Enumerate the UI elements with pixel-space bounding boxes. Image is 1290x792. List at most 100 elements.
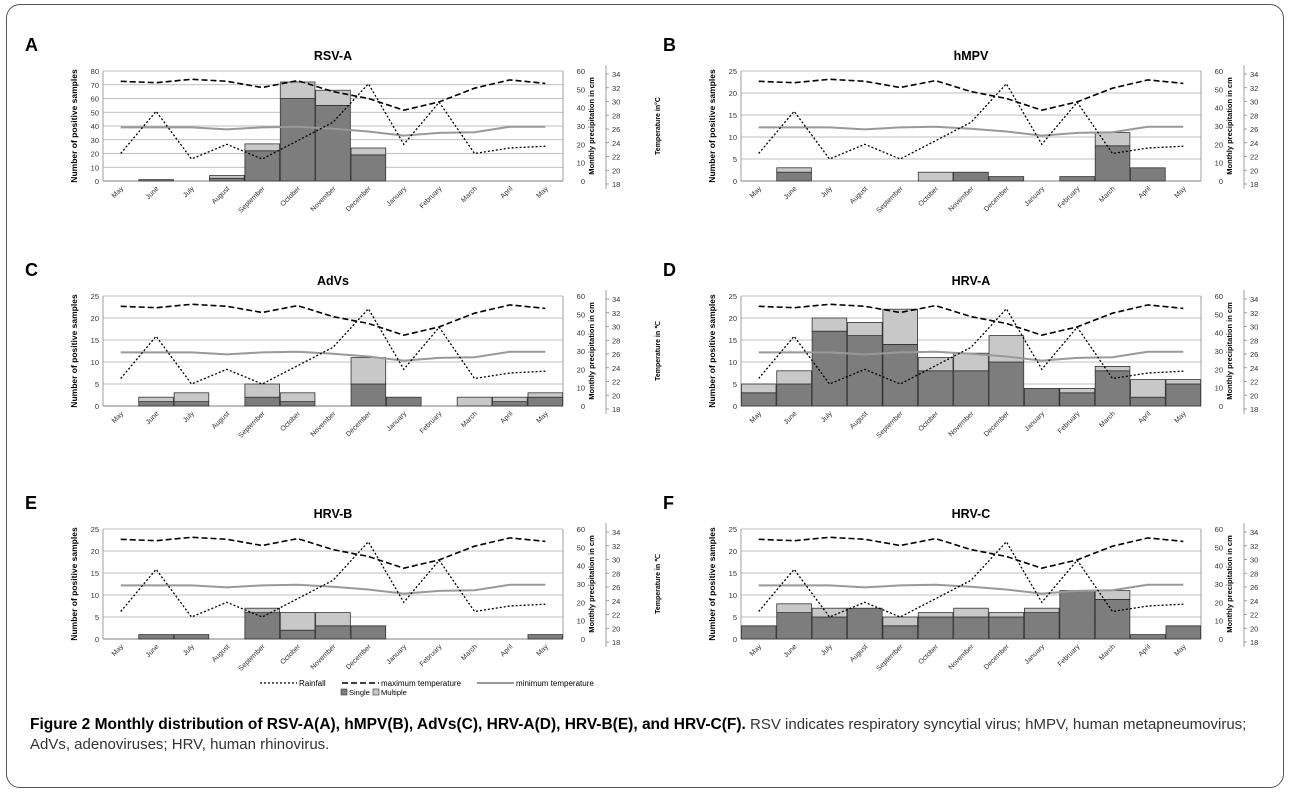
x-tick-label: June xyxy=(783,643,799,659)
y-tick-label: 60 xyxy=(91,95,99,104)
bar-single xyxy=(244,150,280,182)
x-tick-label: May xyxy=(1173,410,1188,425)
x-tick-label: June xyxy=(145,185,161,201)
y3-tick-label: 20 xyxy=(612,624,620,633)
bar-multiple xyxy=(917,171,954,182)
y2-tick-label: 20 xyxy=(577,365,585,374)
y3-tick-label: 22 xyxy=(612,153,620,162)
y3-tick-label: 30 xyxy=(1250,556,1258,565)
min-temp-line xyxy=(120,583,546,595)
y3-axis-label: Temperature in°C xyxy=(654,97,662,155)
x-tick-label: September xyxy=(237,185,267,215)
x-tick-label: May xyxy=(111,643,126,658)
bar-multiple xyxy=(456,396,493,407)
y2-tick-label: 30 xyxy=(577,580,585,589)
y2-tick-label: 40 xyxy=(577,329,585,338)
y-tick-label: 70 xyxy=(91,81,99,90)
y2-tick-label: 50 xyxy=(577,85,585,94)
y2-tick-label: 10 xyxy=(1215,617,1223,626)
x-tick-label: July xyxy=(820,643,834,657)
y3-tick-label: 20 xyxy=(612,391,620,400)
bar-single xyxy=(173,401,210,407)
x-tick-label: November xyxy=(948,643,976,671)
panel-f: F HRV-C 0 5 10 15 20 25 Number of positive sampl… xyxy=(663,493,1258,673)
bar-multiple xyxy=(1094,590,1131,600)
y3-tick-label: 28 xyxy=(1250,569,1258,578)
y-tick-label: 15 xyxy=(729,111,737,120)
chart-title: AdVs xyxy=(317,274,349,288)
y-tick-label: 15 xyxy=(729,569,737,578)
x-tick-label: November xyxy=(310,410,338,438)
y3-tick-label: 30 xyxy=(612,556,620,565)
bar-single xyxy=(740,392,777,407)
bar-multiple xyxy=(776,370,812,385)
y3-tick-label: 34 xyxy=(612,70,620,79)
y-tick-label: 20 xyxy=(729,89,737,98)
y3-tick-label: 22 xyxy=(1250,611,1258,620)
y-tick-label: 5 xyxy=(95,613,99,622)
y3-tick-label: 26 xyxy=(1250,125,1258,134)
bar-single xyxy=(847,607,883,640)
y2-tick-label: 20 xyxy=(577,598,585,607)
y2-tick-label: 10 xyxy=(577,159,585,168)
bar-single xyxy=(953,171,989,182)
y-tick-label: 10 xyxy=(91,591,99,600)
x-tick-label: July xyxy=(182,410,196,424)
legend-max-temp-label: maximum temperature xyxy=(381,679,462,688)
bar-single xyxy=(776,383,812,407)
bar-single xyxy=(988,361,1025,407)
min-temp-line xyxy=(758,125,1184,137)
bar-multiple xyxy=(1094,132,1131,147)
y3-tick-label: 24 xyxy=(612,597,620,606)
x-tick-label: May xyxy=(749,410,764,425)
bar-single xyxy=(1165,383,1202,407)
bar-multiple xyxy=(882,616,918,627)
y3-tick-label: 22 xyxy=(1250,153,1258,162)
y2-tick-label: 50 xyxy=(1215,310,1223,319)
y-axis-label: Number of positive samples xyxy=(69,69,79,183)
bar-single xyxy=(138,401,174,407)
bar-single xyxy=(1024,387,1060,407)
y2-tick-label: 40 xyxy=(1215,562,1223,571)
x-tick-label: April xyxy=(499,410,514,425)
x-tick-label: July xyxy=(820,185,834,199)
bar-single xyxy=(988,616,1025,640)
x-tick-label: February xyxy=(419,410,444,435)
x-tick-label: October xyxy=(917,185,940,208)
x-tick-label: January xyxy=(386,185,409,208)
bar-multiple xyxy=(882,308,918,345)
panel-letter: B xyxy=(663,35,676,55)
y-tick-label: 40 xyxy=(91,122,99,131)
max-temp-line xyxy=(120,78,546,112)
x-tick-label: April xyxy=(499,185,514,200)
y-tick-label: 20 xyxy=(729,314,737,323)
y2-tick-label: 60 xyxy=(1215,67,1223,76)
y2-tick-label: 0 xyxy=(1219,402,1223,411)
bar-single xyxy=(279,629,316,640)
y-tick-label: 25 xyxy=(91,525,99,534)
y3-axis-label: Temperature in ℃ xyxy=(654,321,662,381)
bar-multiple xyxy=(279,392,316,403)
y3-tick-label: 24 xyxy=(1250,139,1258,148)
bar-multiple xyxy=(173,392,210,403)
y2-tick-label: 60 xyxy=(1215,292,1223,301)
y2-tick-label: 20 xyxy=(1215,598,1223,607)
x-tick-label: June xyxy=(783,410,799,426)
x-tick-label: December xyxy=(345,185,373,213)
bar-single xyxy=(811,330,848,407)
x-tick-label: April xyxy=(1137,643,1152,658)
y-tick-label: 5 xyxy=(733,155,737,164)
y3-tick-label: 32 xyxy=(1250,309,1258,318)
x-tick-label: May xyxy=(1173,643,1188,658)
y2-tick-label: 20 xyxy=(1215,140,1223,149)
y3-tick-label: 20 xyxy=(1250,391,1258,400)
bar-single xyxy=(1059,176,1095,182)
bar-multiple xyxy=(776,603,812,614)
chart-title: RSV-A xyxy=(314,49,352,63)
x-tick-label: March xyxy=(1098,185,1117,204)
y3-tick-label: 20 xyxy=(1250,166,1258,175)
x-tick-label: March xyxy=(1098,643,1117,662)
x-tick-label: August xyxy=(211,643,231,663)
y2-tick-label: 50 xyxy=(1215,85,1223,94)
y2-tick-label: 60 xyxy=(1215,525,1223,534)
